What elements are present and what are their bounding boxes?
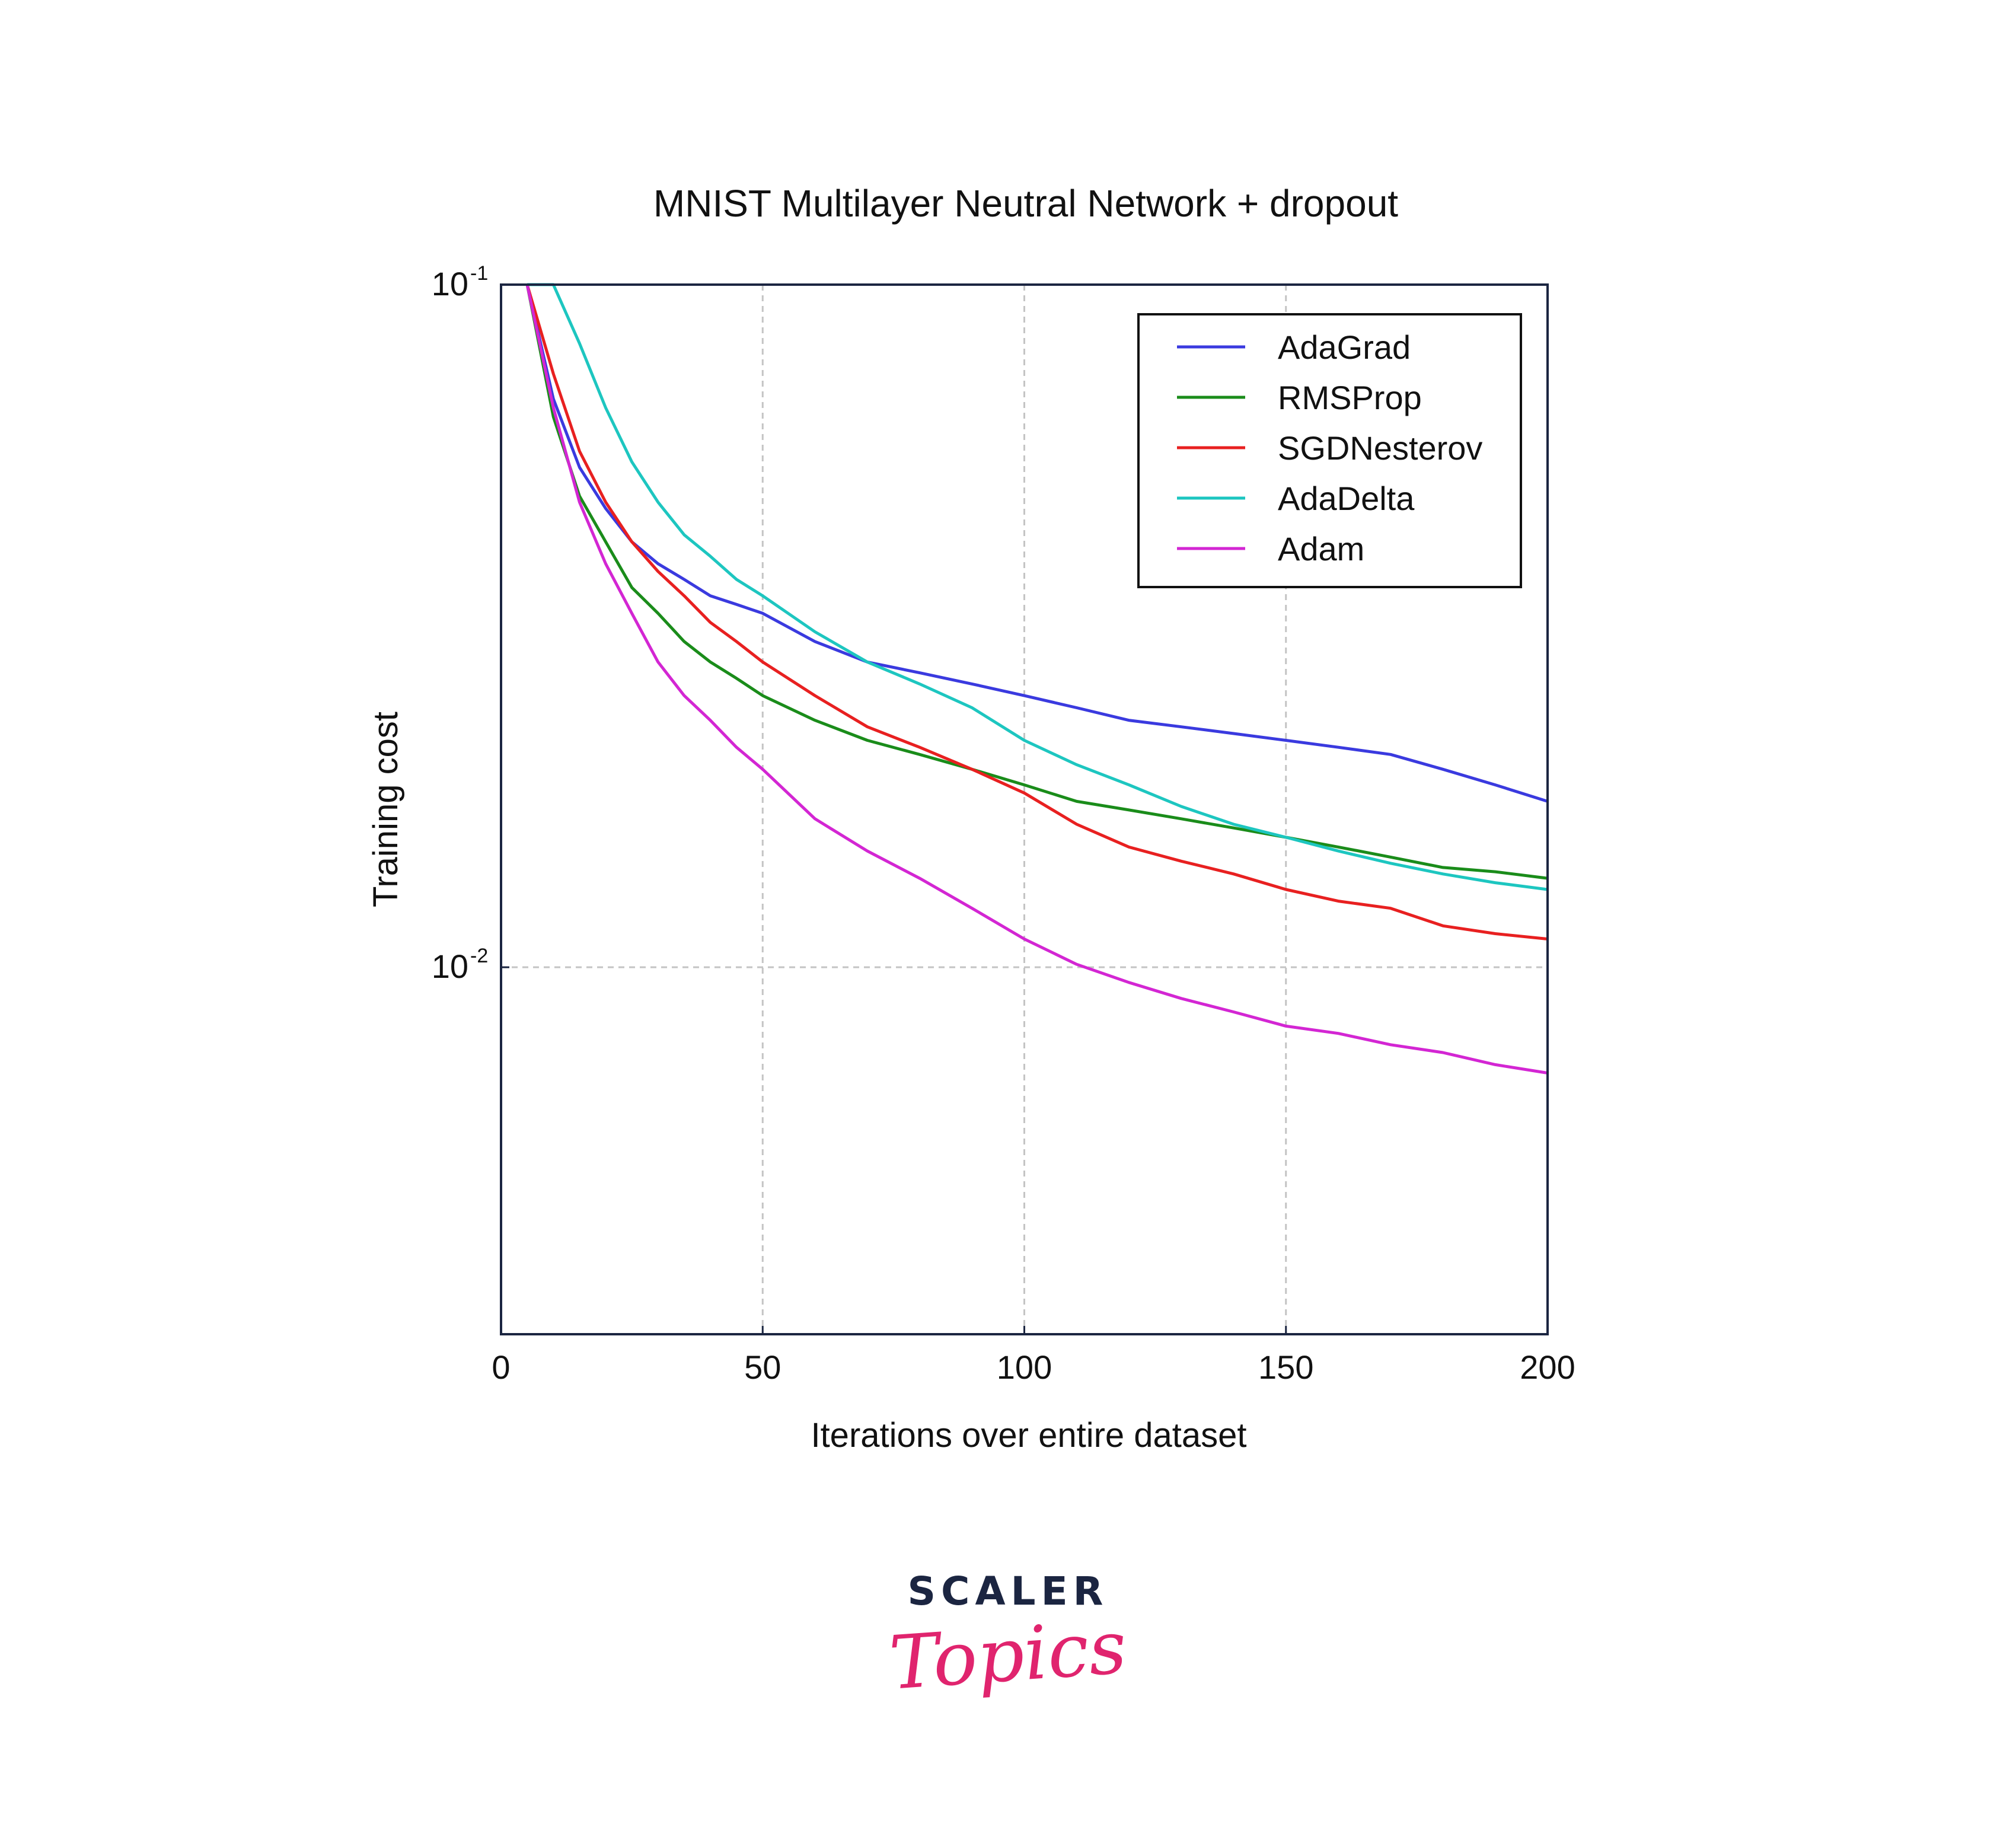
y-axis-ticks: 10-110-2 — [432, 262, 509, 985]
legend-label-adam: Adam — [1278, 530, 1364, 567]
legend-label-adagrad: AdaGrad — [1278, 329, 1411, 366]
x-tick-label: 50 — [744, 1348, 781, 1386]
series-line-adadelta — [527, 283, 1548, 891]
brand-logo-name: SCALER — [907, 1568, 1109, 1614]
y-tick-exponent: -2 — [470, 945, 488, 967]
series-line-sgdnesterov — [525, 284, 1548, 940]
legend-label-rmsprop: RMSProp — [1278, 379, 1422, 416]
x-axis-label: Iterations over entire dataset — [811, 1416, 1246, 1455]
x-tick-label: 0 — [492, 1348, 510, 1386]
y-axis-label: Training cost — [366, 712, 405, 907]
chart-title: MNIST Multilayer Neutral Network + dropo… — [653, 182, 1398, 225]
legend-label-adadelta: AdaDelta — [1278, 480, 1415, 517]
y-tick-label: 10 — [432, 948, 468, 985]
series-lines — [525, 283, 1548, 1074]
legend-label-sgdnesterov: SGDNesterov — [1278, 429, 1482, 467]
legend-box — [1137, 313, 1522, 588]
legend: AdaGrad RMSProp SGDNesterov AdaDelta Adam — [1137, 313, 1522, 588]
series-line-rmsprop — [525, 284, 1548, 880]
x-tick-label: 100 — [997, 1348, 1052, 1386]
x-axis-ticks: 0 50 100 150 200 — [492, 1326, 1575, 1386]
y-tick-label: 10 — [432, 265, 468, 302]
x-tick-label: 200 — [1520, 1348, 1575, 1386]
y-tick-exponent: -1 — [470, 262, 488, 285]
x-tick-label: 150 — [1258, 1348, 1313, 1386]
series-line-adam — [525, 284, 1548, 1074]
